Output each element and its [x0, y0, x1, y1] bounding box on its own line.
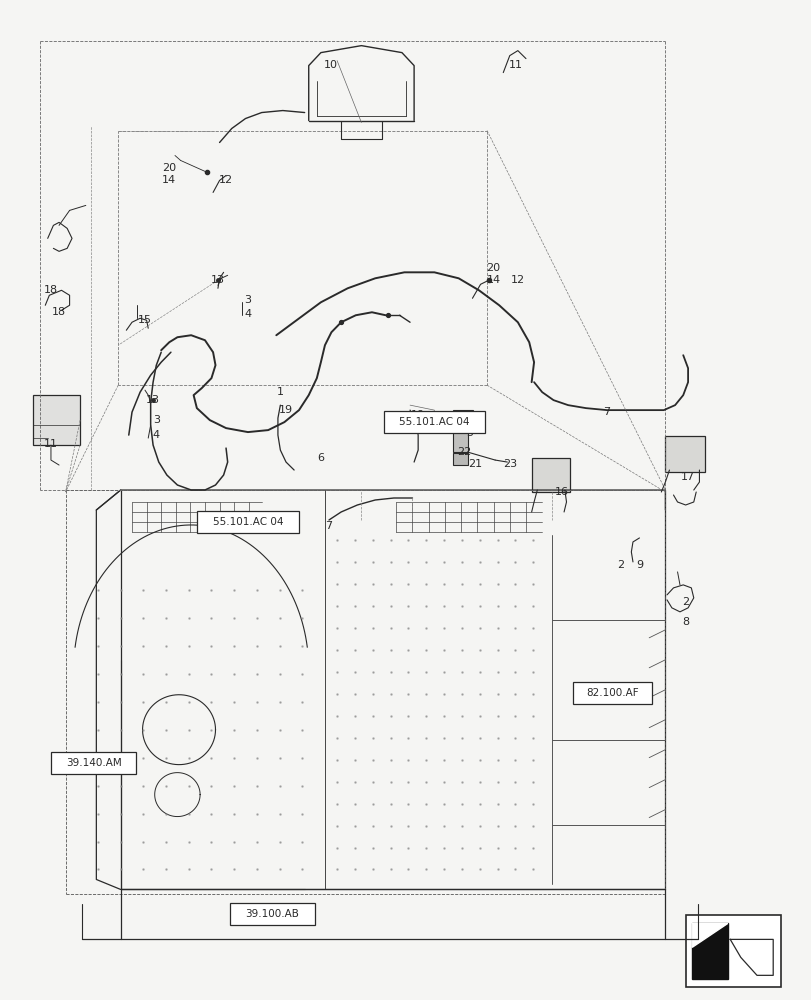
Bar	[453, 410, 473, 430]
Text: 7: 7	[603, 407, 610, 417]
Polygon shape	[691, 923, 727, 979]
Text: 13: 13	[211, 275, 225, 285]
FancyBboxPatch shape	[532, 458, 569, 492]
Text: 16: 16	[554, 487, 568, 497]
Text: 2: 2	[616, 560, 624, 570]
Polygon shape	[691, 923, 727, 947]
Bar	[453, 453, 467, 465]
Text: 19: 19	[279, 405, 293, 415]
Text: 21: 21	[467, 459, 482, 469]
Bar	[230, 903, 315, 925]
Text: 3: 3	[152, 415, 160, 425]
Text: 1: 1	[277, 387, 284, 397]
Text: 19: 19	[410, 410, 425, 420]
Text: 9: 9	[635, 560, 642, 570]
Text: 14: 14	[486, 275, 500, 285]
Text: 7: 7	[325, 521, 333, 531]
Text: 12: 12	[510, 275, 524, 285]
Text: 4: 4	[152, 430, 160, 440]
Text: 15: 15	[138, 315, 152, 325]
Bar	[684, 915, 780, 987]
Text: 18: 18	[52, 307, 66, 317]
Text: 55.101.AC 04: 55.101.AC 04	[212, 517, 283, 527]
Bar	[384, 411, 484, 433]
Text: 8: 8	[681, 617, 689, 627]
Text: 4: 4	[244, 309, 251, 319]
Text: 39.140.AM: 39.140.AM	[66, 758, 122, 768]
Text: 55.101.AC 04: 55.101.AC 04	[399, 417, 469, 427]
Text: 6: 6	[317, 453, 324, 463]
Text: 82.100.AF: 82.100.AF	[586, 688, 638, 698]
Bar	[453, 432, 467, 452]
Text: 10: 10	[324, 60, 337, 70]
Text: 39.100.AB: 39.100.AB	[245, 909, 298, 919]
Text: 22: 22	[457, 447, 471, 457]
Text: 23: 23	[502, 459, 516, 469]
Bar	[573, 682, 651, 704]
Text: 5: 5	[466, 428, 472, 438]
Text: 18: 18	[44, 285, 58, 295]
Text: 12: 12	[219, 175, 233, 185]
Bar	[33, 395, 80, 445]
Text: 2: 2	[681, 597, 689, 607]
Text: 20: 20	[162, 163, 176, 173]
Text: 11: 11	[44, 439, 58, 449]
Text: 17: 17	[680, 472, 694, 482]
Bar	[51, 752, 136, 774]
Text: 3: 3	[244, 295, 251, 305]
Text: 13: 13	[146, 395, 160, 405]
FancyBboxPatch shape	[664, 436, 704, 472]
Text: 11: 11	[508, 60, 521, 70]
Bar	[197, 511, 298, 533]
Text: 14: 14	[162, 175, 176, 185]
Text: 20: 20	[486, 263, 500, 273]
